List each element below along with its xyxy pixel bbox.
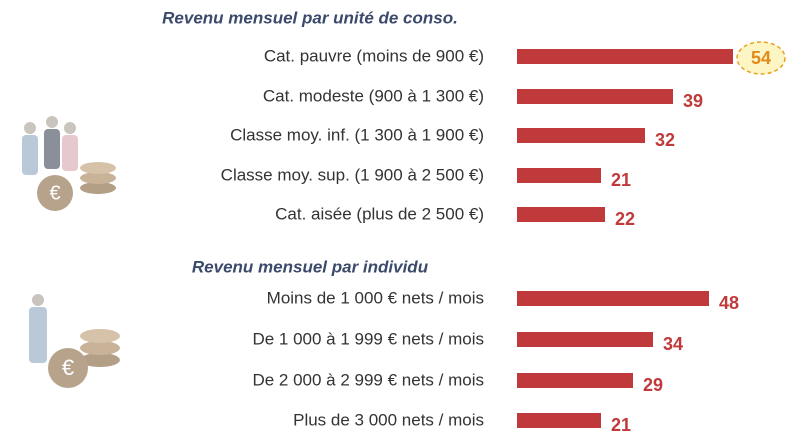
value-label: 32	[655, 130, 675, 150]
category-label: De 1 000 à 1 999 € nets / mois	[252, 329, 484, 348]
chart-title: Revenu mensuel par unité de conso.	[162, 8, 458, 27]
chart-title: Revenu mensuel par individu	[192, 257, 429, 276]
individual-icon: €	[29, 294, 120, 388]
svg-text:€: €	[49, 182, 60, 204]
bar	[517, 168, 601, 183]
category-label: Cat. aisée (plus de 2 500 €)	[275, 204, 484, 223]
bar	[517, 291, 709, 306]
category-label: De 2 000 à 2 999 € nets / mois	[252, 370, 484, 389]
family-icon: €	[22, 116, 116, 211]
value-label: 29	[643, 375, 663, 395]
value-label: 48	[719, 293, 739, 313]
value-label: 54	[751, 48, 771, 68]
category-label: Moins de 1 000 € nets / mois	[267, 288, 484, 307]
bar	[517, 373, 633, 388]
bar	[517, 413, 601, 428]
value-label: 21	[611, 170, 631, 190]
value-label: 21	[611, 415, 631, 435]
bar	[517, 49, 733, 64]
value-label: 39	[683, 91, 703, 111]
svg-text:€: €	[62, 355, 74, 380]
category-label: Classe moy. sup. (1 900 à 2 500 €)	[221, 165, 484, 184]
category-label: Cat. pauvre (moins de 900 €)	[264, 46, 484, 65]
bar	[517, 128, 645, 143]
category-label: Classe moy. inf. (1 300 à 1 900 €)	[230, 125, 484, 144]
category-label: Plus de 3 000 nets / mois	[293, 410, 484, 429]
bar	[517, 89, 673, 104]
category-label: Cat. modeste (900 à 1 300 €)	[263, 86, 484, 105]
bar	[517, 207, 605, 222]
value-label: 22	[615, 209, 635, 229]
bar	[517, 332, 653, 347]
value-label: 34	[663, 334, 683, 354]
chart: € € Revenu mensuel par unité de conso. Ca…	[0, 0, 807, 441]
